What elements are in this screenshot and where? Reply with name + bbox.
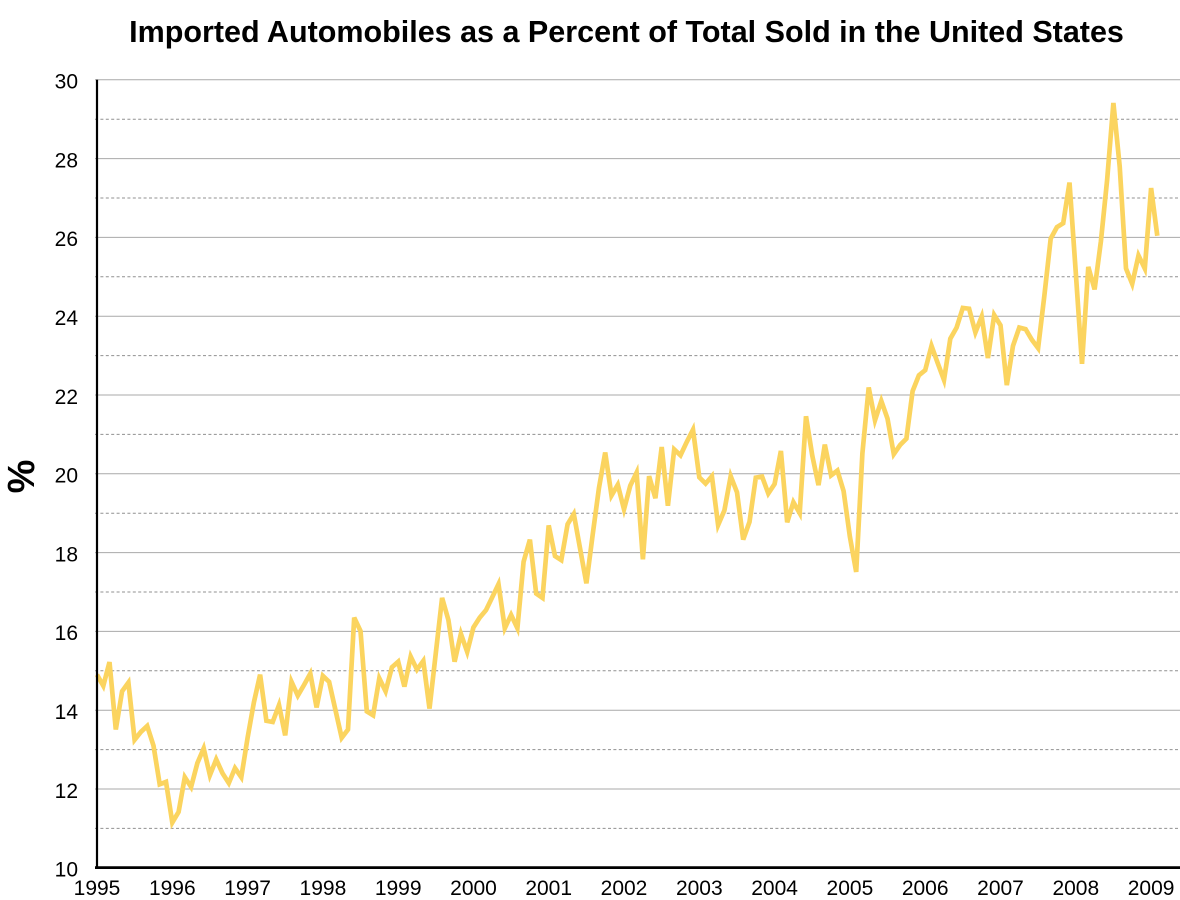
svg-text:18: 18 [55,543,78,566]
svg-text:30: 30 [55,71,78,94]
svg-text:1997: 1997 [224,877,271,900]
svg-text:Imported Automobiles as a Perc: Imported Automobiles as a Percent of Tot… [129,15,1124,49]
svg-text:2001: 2001 [525,877,572,900]
svg-text:2009: 2009 [1128,877,1175,900]
svg-text:1996: 1996 [149,877,196,900]
svg-text:1995: 1995 [74,877,121,900]
svg-text:2006: 2006 [902,877,949,900]
svg-text:2002: 2002 [601,877,648,900]
svg-text:26: 26 [55,228,78,251]
svg-text:10: 10 [55,859,78,882]
svg-text:20: 20 [55,465,78,488]
svg-text:2007: 2007 [977,877,1024,900]
svg-text:%: % [1,460,43,494]
svg-text:24: 24 [55,307,79,330]
svg-text:16: 16 [55,622,78,645]
svg-text:22: 22 [55,386,78,409]
svg-text:1999: 1999 [375,877,422,900]
svg-text:12: 12 [55,780,78,803]
svg-text:2008: 2008 [1052,877,1099,900]
svg-text:2005: 2005 [827,877,874,900]
svg-text:2000: 2000 [450,877,497,900]
svg-text:1998: 1998 [300,877,347,900]
svg-text:14: 14 [55,701,79,724]
svg-text:2003: 2003 [676,877,723,900]
svg-text:28: 28 [55,149,78,172]
svg-text:2004: 2004 [751,877,798,900]
